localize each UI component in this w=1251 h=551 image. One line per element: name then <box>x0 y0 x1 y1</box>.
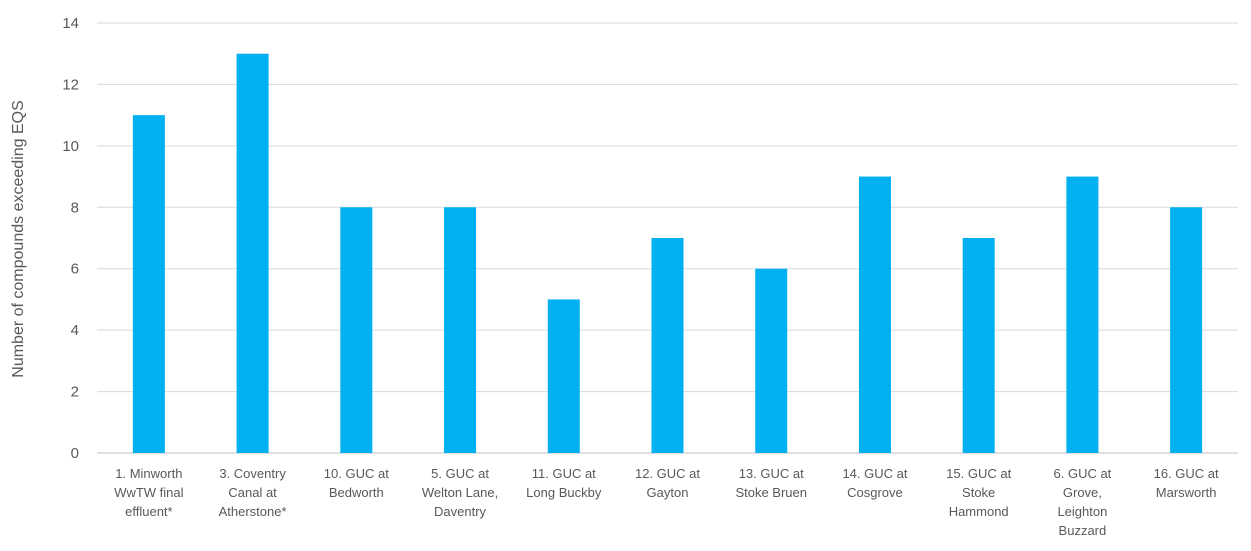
x-tick-label-line: Bedworth <box>329 485 384 500</box>
y-axis-ticks: 0 2 4 6 8 10 12 14 <box>62 15 79 462</box>
x-tick-label-line: effluent* <box>125 504 172 519</box>
y-tick-label: 0 <box>71 445 79 462</box>
x-tick-label-line: 13. GUC at <box>739 466 804 481</box>
bar <box>858 176 891 454</box>
x-tick-label: 3. Coventry Canal at Atherstone* <box>219 466 287 519</box>
x-tick-label-line: 16. GUC at <box>1154 466 1219 481</box>
x-tick-label: 15. GUC at Stoke Hammond <box>946 466 1011 519</box>
x-tick-label: 13. GUC at Stoke Bruen <box>735 466 807 500</box>
x-tick-label: 1. Minworth WwTW final effluent* <box>114 466 183 519</box>
x-tick-label-line: Canal at <box>228 485 277 500</box>
bar <box>1066 176 1099 454</box>
x-tick-label-line: Buzzard <box>1059 523 1107 538</box>
x-tick-label-line: Stoke <box>962 485 995 500</box>
x-tick-label-line: Cosgrove <box>847 485 903 500</box>
x-tick-label-line: Marsworth <box>1156 485 1217 500</box>
x-tick-label-line: Gayton <box>647 485 689 500</box>
x-tick-label-line: 1. Minworth <box>115 466 182 481</box>
x-tick-label-line: Welton Lane, <box>422 485 498 500</box>
x-tick-label-line: 14. GUC at <box>842 466 907 481</box>
bar <box>132 115 165 454</box>
bar <box>444 207 477 453</box>
bar <box>962 238 995 453</box>
x-tick-label-line: 15. GUC at <box>946 466 1011 481</box>
bar <box>340 207 373 453</box>
x-axis-ticks: 1. Minworth WwTW final effluent* 3. Coventr… <box>114 466 1219 538</box>
x-tick-label-line: WwTW final <box>114 485 183 500</box>
y-tick-label: 10 <box>62 138 79 155</box>
bars <box>132 53 1203 454</box>
bar <box>547 299 580 453</box>
x-tick-label-line: 6. GUC at <box>1054 466 1112 481</box>
x-tick-label-line: 11. GUC at <box>532 466 596 481</box>
bar <box>236 53 269 453</box>
x-tick-label-line: Atherstone* <box>219 504 287 519</box>
x-tick-label-line: 3. Coventry <box>219 466 286 481</box>
x-tick-label-line: Daventry <box>434 504 487 519</box>
x-tick-label-line: Grove, <box>1063 485 1102 500</box>
y-tick-label: 8 <box>71 199 79 216</box>
y-tick-label: 14 <box>62 15 79 32</box>
x-tick-label-line: 12. GUC at <box>635 466 700 481</box>
x-tick-label-line: 10. GUC at <box>324 466 389 481</box>
x-tick-label: 14. GUC at Cosgrove <box>842 466 907 500</box>
y-tick-label: 6 <box>71 261 79 278</box>
x-tick-label-line: Hammond <box>949 504 1009 519</box>
bar <box>1170 207 1203 453</box>
x-tick-label: 11. GUC at Long Buckby <box>526 466 602 500</box>
y-axis-label: Number of compounds exceeding EQS <box>10 100 27 377</box>
x-tick-label: 16. GUC at Marsworth <box>1154 466 1219 500</box>
x-tick-label-line: Stoke Bruen <box>735 485 807 500</box>
y-tick-label: 12 <box>62 76 79 93</box>
x-tick-label: 5. GUC at Welton Lane, Daventry <box>422 466 498 519</box>
x-tick-label-line: Long Buckby <box>526 485 602 500</box>
x-tick-label: 10. GUC at Bedworth <box>324 466 389 500</box>
y-tick-label: 2 <box>71 384 79 401</box>
x-tick-label-line: 5. GUC at <box>431 466 489 481</box>
x-tick-label-line: Leighton <box>1057 504 1107 519</box>
x-tick-label: 12. GUC at Gayton <box>635 466 700 500</box>
bar <box>755 268 788 453</box>
bar <box>651 238 684 453</box>
y-tick-label: 4 <box>71 322 79 339</box>
x-tick-label: 6. GUC at Grove, Leighton Buzzard <box>1054 466 1112 538</box>
